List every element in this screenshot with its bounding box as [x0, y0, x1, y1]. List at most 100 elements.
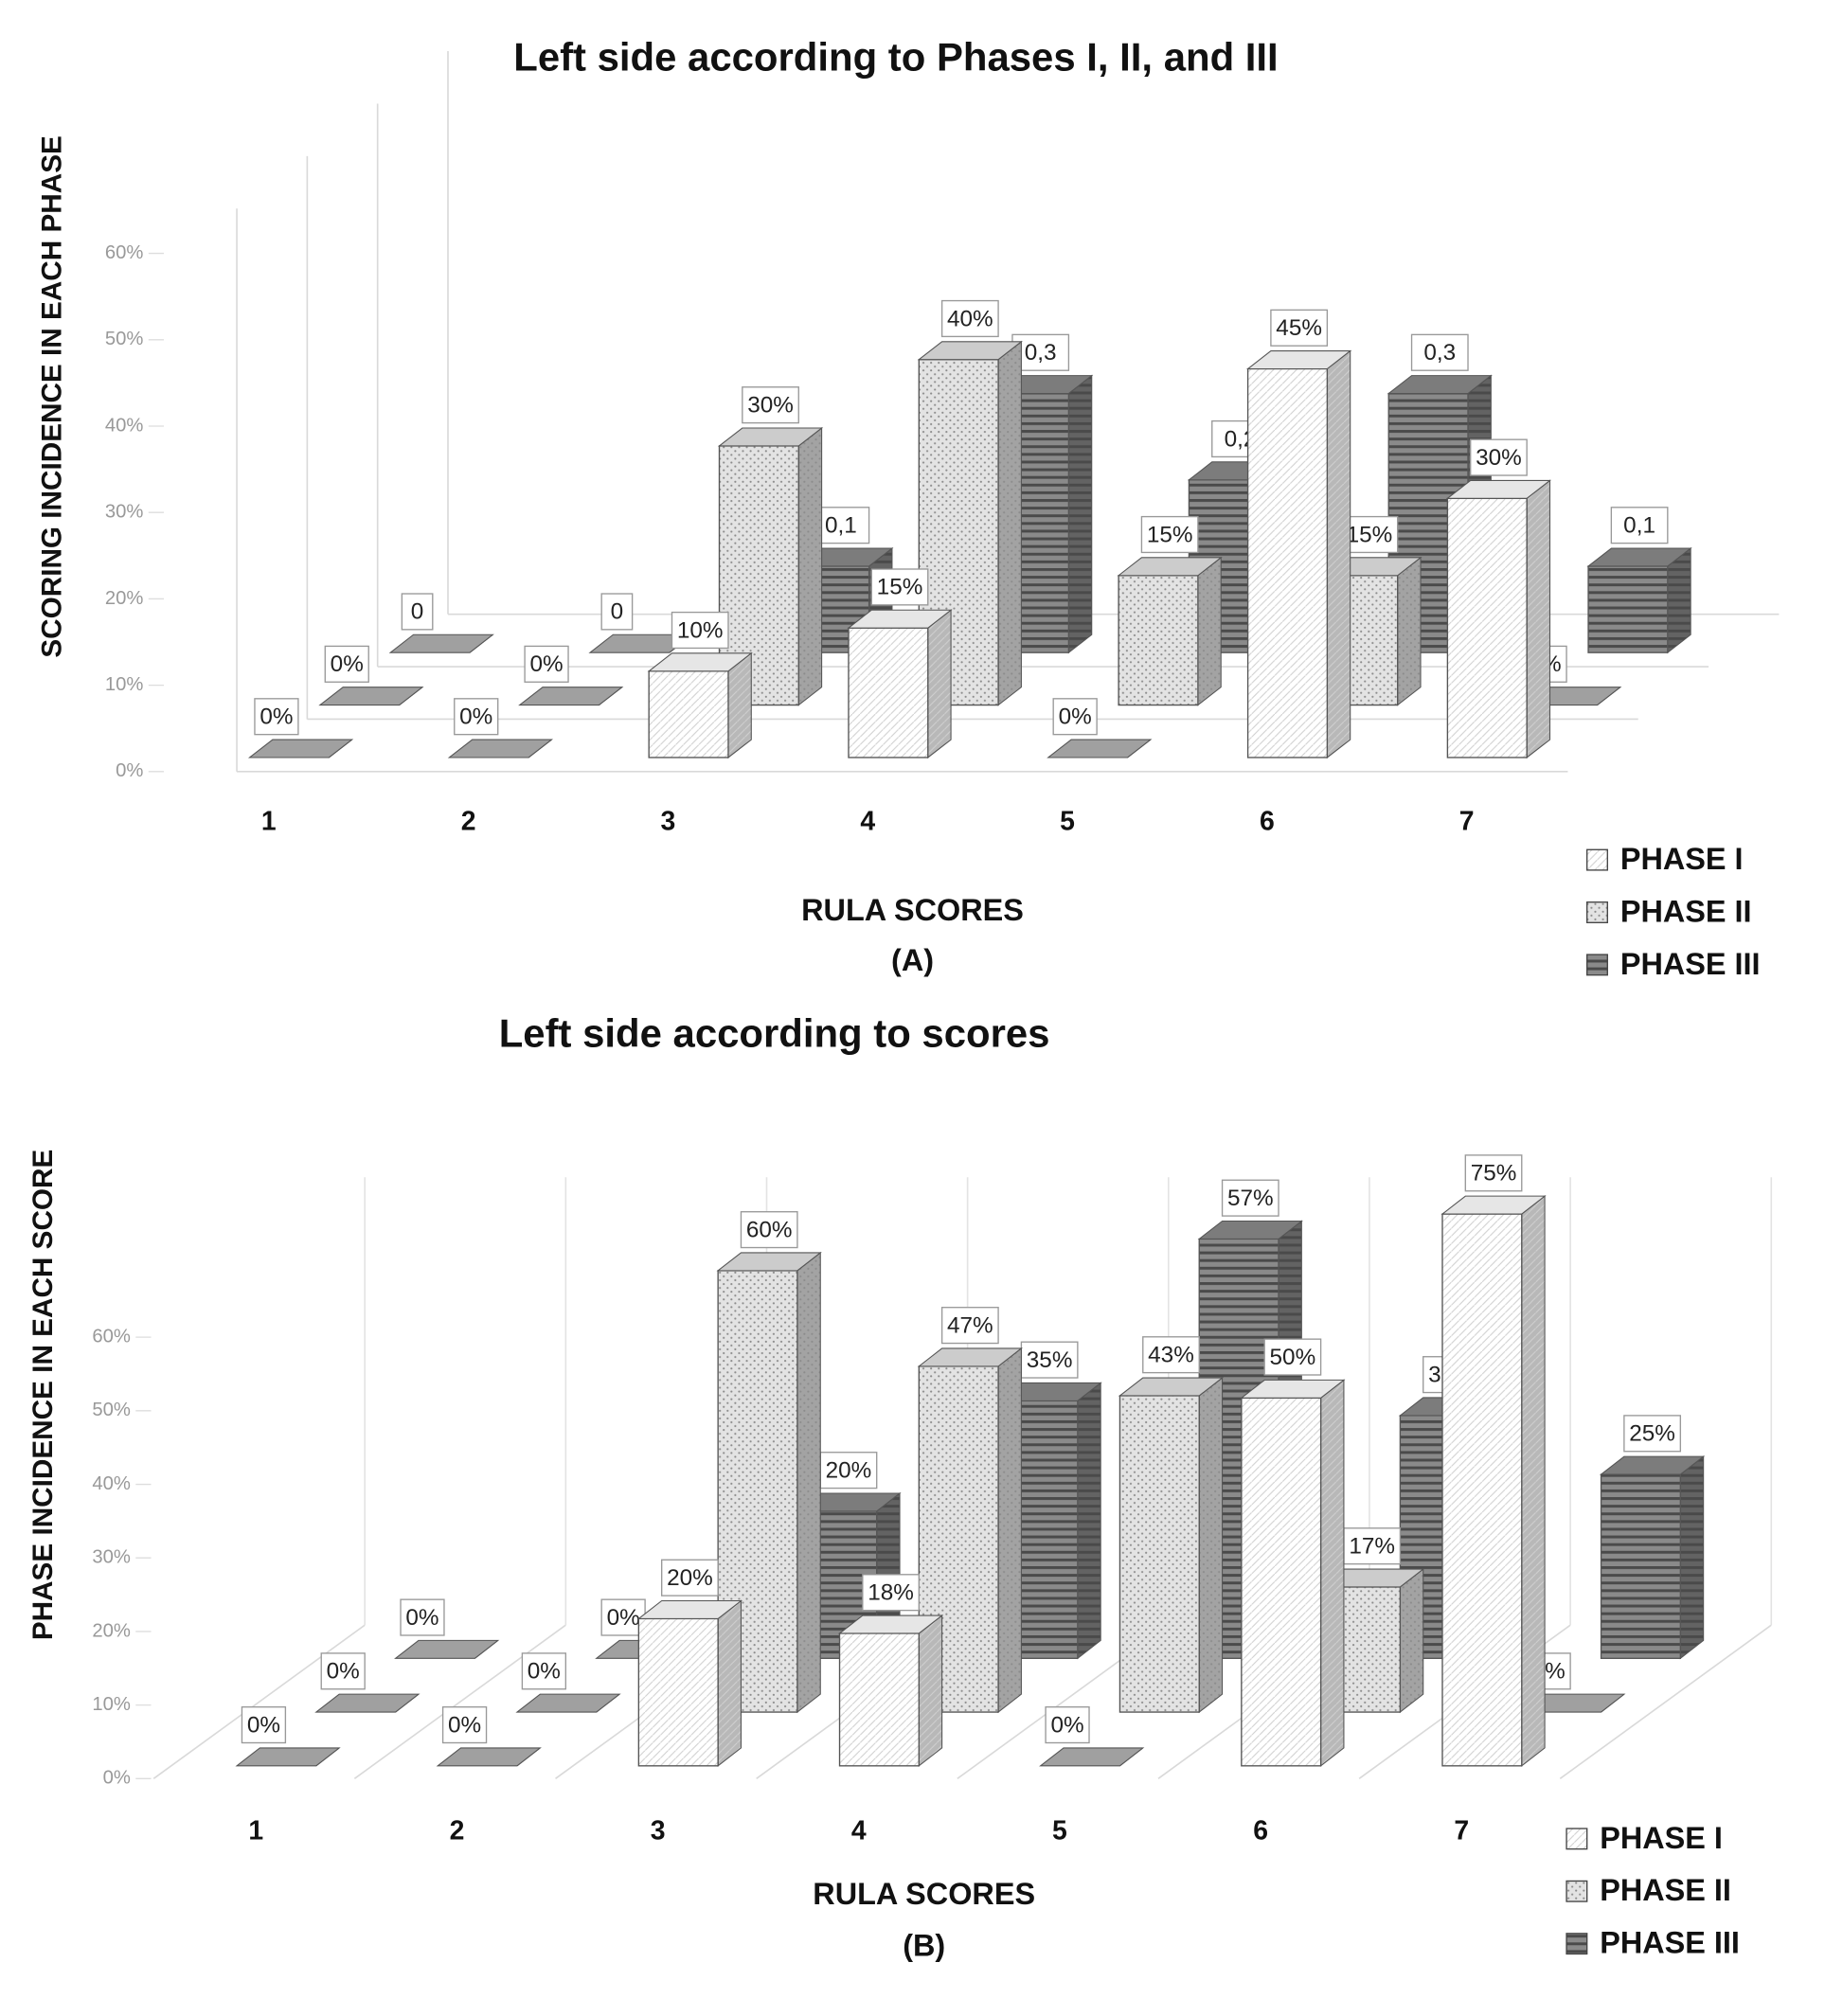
- bar-top: [847, 609, 953, 629]
- data-label: 15%: [877, 575, 923, 600]
- floor-line: [353, 1624, 566, 1779]
- x-tick-label: 2: [461, 806, 476, 836]
- data-label: 0%: [405, 1605, 438, 1631]
- bar-side: [1326, 349, 1351, 759]
- bar-top: [247, 739, 354, 758]
- bar-top: [1039, 1747, 1145, 1767]
- data-label: 45%: [1276, 315, 1322, 341]
- bar-top: [436, 1747, 542, 1767]
- x-tick-label: 6: [1260, 806, 1275, 836]
- data-label: 25%: [1629, 1421, 1675, 1447]
- data-label-box: [600, 1598, 646, 1636]
- data-label: 20%: [826, 1457, 872, 1483]
- data-label-box: [524, 645, 569, 683]
- data-label-box: [1221, 1179, 1279, 1217]
- x-tick-label: 4: [851, 1816, 867, 1847]
- data-label: 35%: [1027, 1347, 1073, 1373]
- data-label-box: [400, 1598, 445, 1636]
- bar: [1441, 1213, 1523, 1767]
- data-label: 18%: [868, 1579, 914, 1605]
- y-tick-label: 10%: [92, 1694, 131, 1715]
- y-tick-label: 20%: [92, 1620, 131, 1641]
- chart-title: Left side according to scores: [499, 1011, 1050, 1056]
- bar-side: [1399, 1567, 1424, 1714]
- data-label-box: [1045, 1705, 1090, 1744]
- legend-swatch: [1566, 1933, 1588, 1955]
- bar-top: [837, 1615, 944, 1634]
- data-label: 0%: [1050, 1712, 1083, 1738]
- data-label: 15%: [1147, 522, 1193, 547]
- data-label: 10%: [677, 617, 724, 643]
- data-label: 50%: [1270, 1345, 1316, 1370]
- data-label-box: [1343, 1527, 1402, 1565]
- y-tick-label: 20%: [105, 588, 144, 609]
- bar-side: [797, 426, 823, 706]
- data-label-box: [740, 1211, 798, 1249]
- x-tick-label: 7: [1459, 806, 1475, 836]
- data-label-box: [1464, 1154, 1523, 1192]
- bar-top: [917, 1347, 1023, 1367]
- data-label-box: [1410, 333, 1469, 371]
- x-tick-label: 3: [661, 806, 676, 836]
- data-label-box: [254, 698, 299, 736]
- x-tick-label: 6: [1253, 1816, 1268, 1847]
- bar-side: [927, 609, 952, 759]
- data-label-box: [940, 299, 999, 338]
- y-tick-label: 30%: [92, 1547, 131, 1568]
- bar: [637, 1617, 719, 1767]
- data-label: 0: [411, 599, 424, 625]
- data-label-box: [940, 1307, 999, 1345]
- data-label-box: [1142, 1336, 1200, 1374]
- y-tick-label: 50%: [92, 1400, 131, 1420]
- bar-top: [647, 652, 753, 672]
- data-label-box: [819, 1452, 878, 1490]
- data-label-box: [441, 1705, 488, 1744]
- data-label-box: [401, 593, 434, 631]
- y-axis-title: PHASE INCIDENCE IN EACH SCORE: [27, 1150, 59, 1641]
- x-tick-label: 5: [1060, 806, 1075, 836]
- chart: Left side according to scores PHASE INCID…: [27, 1011, 1773, 1962]
- data-label-box: [241, 1705, 287, 1744]
- data-label: 0%: [1059, 705, 1092, 730]
- y-tick-label: 50%: [105, 329, 144, 349]
- bar-top: [518, 687, 624, 706]
- bar: [838, 1632, 920, 1767]
- data-label-box: [862, 1574, 920, 1612]
- bar-side: [796, 1251, 821, 1714]
- bar: [1446, 497, 1528, 758]
- y-tick-label: 0%: [103, 1768, 131, 1789]
- bar-side: [1397, 556, 1422, 706]
- x-tick-label: 3: [651, 1816, 666, 1847]
- legend-swatch: [1566, 1828, 1588, 1850]
- data-label-box: [1623, 1415, 1682, 1453]
- bar-side: [1197, 556, 1222, 706]
- x-tick-label: 7: [1454, 1816, 1469, 1847]
- y-tick-label: 60%: [92, 1326, 131, 1347]
- bar-side: [1320, 1379, 1345, 1767]
- bar: [648, 670, 729, 758]
- legend-label: PHASE III: [1600, 1926, 1740, 1960]
- chart-title: Left side according to Phases I, II, and…: [513, 35, 1278, 80]
- bar-side: [997, 340, 1022, 706]
- bar-side: [1521, 1195, 1546, 1767]
- data-label-box: [454, 698, 499, 736]
- legend-swatch: [1586, 901, 1608, 923]
- chart: Left side according to Phases I, II, and…: [37, 35, 1780, 981]
- data-label-box: [1270, 309, 1329, 347]
- data-label: 17%: [1349, 1534, 1395, 1560]
- data-label: 15%: [1347, 522, 1393, 547]
- data-label: 0%: [529, 651, 563, 677]
- bar-side: [1679, 1455, 1705, 1660]
- x-tick-label: 1: [248, 1816, 263, 1847]
- data-label-box: [1610, 507, 1669, 544]
- data-label: 47%: [947, 1312, 993, 1338]
- legend-label: PHASE II: [1620, 894, 1752, 928]
- x-tick-label: 1: [261, 806, 277, 836]
- bar-top: [318, 687, 424, 706]
- data-label-box: [320, 1652, 366, 1690]
- data-label: 57%: [1227, 1186, 1274, 1211]
- data-label: 0,1: [1623, 512, 1655, 538]
- data-label: 0%: [247, 1712, 280, 1738]
